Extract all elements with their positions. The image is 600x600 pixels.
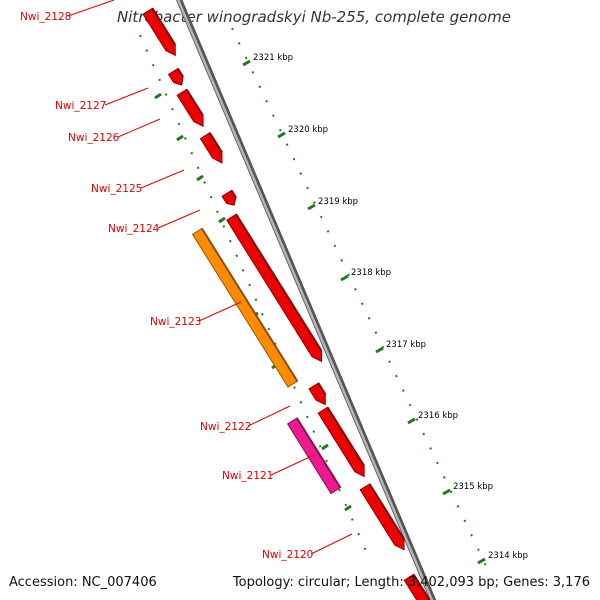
inner-major-tick (344, 504, 352, 512)
gene-label-leader (117, 118, 161, 138)
inner-major-tick (176, 134, 184, 142)
topology-summary: Topology: circular; Length: 3,402,093 bp… (232, 575, 590, 590)
gene-feature-pink-shade (296, 417, 342, 489)
inner-major-tick (196, 174, 204, 182)
gene-feature-orange[interactable] (191, 227, 298, 388)
outer-tick-track (231, 27, 489, 571)
gene-label-leader (104, 87, 149, 106)
kbp-tick-label: 2314 kbp (488, 551, 528, 561)
kbp-major-tick (242, 59, 251, 67)
kbp-major-tick (442, 488, 451, 496)
backbone-line (175, 0, 437, 600)
kbp-major-tick (375, 346, 384, 354)
kbp-major-tick (477, 557, 486, 565)
gene-feature[interactable] (403, 573, 431, 600)
gene-label[interactable]: Nwi_2125 (91, 183, 142, 195)
gene-feature-shade (230, 189, 237, 199)
gene-label[interactable]: Nwi_2121 (222, 470, 273, 482)
gene-feature-shade (317, 382, 327, 395)
inner-major-tick (154, 92, 162, 100)
backbone-highlight (176, 0, 434, 600)
gene-label[interactable]: Nwi_2124 (108, 223, 160, 235)
gene-feature-shade (368, 483, 405, 540)
kbp-tick-label: 2315 kbp (453, 482, 493, 492)
gene-feature[interactable] (167, 67, 184, 86)
gene-feature[interactable] (221, 189, 237, 206)
gene-feature-shade (412, 573, 431, 600)
gene-label-leader (198, 301, 242, 322)
gene-label-leader (67, 0, 115, 17)
kbp-major-tick (407, 417, 416, 425)
gene-label[interactable]: Nwi_2126 (68, 132, 120, 144)
inner-major-tick (218, 216, 226, 224)
kbp-tick-label: 2317 kbp (386, 340, 426, 350)
gene-label[interactable]: Nwi_2122 (200, 421, 251, 433)
kbp-tick-label: 2318 kbp (351, 268, 391, 278)
gene-feature[interactable] (199, 132, 223, 164)
kbp-tick-label: 2321 kbp (253, 53, 293, 63)
gene-feature-shade (151, 7, 177, 46)
gene-label-leader (310, 533, 353, 555)
genome-title: Nitrobacter winogradskyi Nb-255, complet… (117, 8, 511, 26)
gene-label-leader (270, 454, 315, 476)
kbp-major-tick (307, 203, 316, 211)
gene-label[interactable]: Nwi_2123 (150, 316, 201, 328)
gene-feature-shade (185, 88, 204, 117)
gene-feature-shade (208, 132, 223, 153)
gene-label-leader (157, 209, 201, 229)
accession-text: Accession: NC_007406 (9, 575, 157, 590)
kbp-tick-label: 2319 kbp (318, 197, 358, 207)
gene-feature[interactable] (142, 7, 176, 57)
gene-feature[interactable] (359, 483, 405, 551)
gene-feature-orange-shade (201, 228, 299, 382)
kbp-major-tick (340, 274, 349, 282)
gene-label[interactable]: Nwi_2128 (20, 11, 71, 23)
gene-label-leader (247, 405, 291, 427)
gene-label-leader (140, 169, 185, 189)
gene-feature[interactable] (176, 88, 204, 128)
gene-feature[interactable] (308, 382, 326, 406)
gene-feature-shade (326, 406, 365, 467)
gene-feature-shade (177, 68, 184, 78)
gene-label[interactable]: Nwi_2120 (262, 549, 313, 561)
gene-label[interactable]: Nwi_2127 (55, 100, 106, 112)
kbp-major-tick (277, 131, 286, 139)
gene-feature[interactable] (317, 406, 365, 478)
inner-major-tick (321, 443, 329, 451)
kbp-tick-label: 2320 kbp (288, 125, 328, 135)
gene-feature-shade (235, 213, 323, 352)
gene-feature[interactable] (226, 213, 323, 363)
kbp-tick-label: 2316 kbp (418, 411, 458, 421)
